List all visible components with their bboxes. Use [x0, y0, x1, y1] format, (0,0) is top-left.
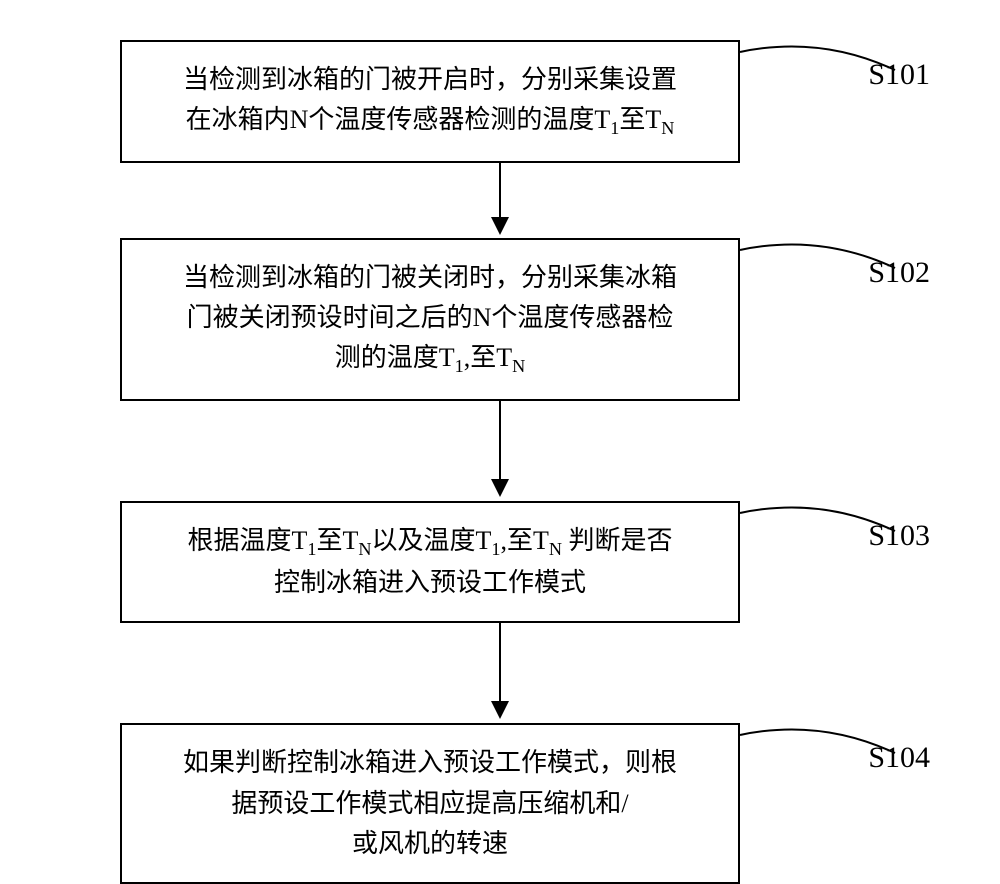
step-box-s104: 如果判断控制冰箱进入预设工作模式，则根 据预设工作模式相应提高压缩机和/ 或风机…: [120, 723, 740, 884]
s102-line2: 门被关闭预设时间之后的N个温度传感器检: [187, 303, 674, 332]
arrow-3: [70, 623, 930, 723]
flowchart-container: 当检测到冰箱的门被开启时，分别采集设置 在冰箱内N个温度传感器检测的温度T1至T…: [0, 40, 1000, 884]
arrow-1: [70, 163, 930, 238]
s103-l1e: 判断是否: [562, 526, 673, 555]
s102-line3a: 测的温度T: [335, 343, 455, 372]
s103-sub2: N: [358, 539, 371, 559]
step-box-s103: 根据温度T1至TN以及温度T1,至TN 判断是否 控制冰箱进入预设工作模式: [120, 501, 740, 624]
s101-sub1: 1: [610, 118, 619, 138]
s102-line1: 当检测到冰箱的门被关闭时，分别采集冰箱: [183, 263, 677, 292]
s102-sub2: N: [512, 356, 525, 376]
step-box-s101: 当检测到冰箱的门被开启时，分别采集设置 在冰箱内N个温度传感器检测的温度T1至T…: [120, 40, 740, 163]
label-s103: S103: [868, 519, 930, 553]
s101-sub2: N: [661, 118, 674, 138]
s103-l1c: 以及温度T: [371, 526, 491, 555]
s104-line3: 或风机的转速: [352, 829, 508, 858]
s103-l1d: ,至T: [500, 526, 548, 555]
label-s101: S101: [868, 58, 930, 92]
s101-line2a: 在冰箱内N个温度传感器检测的温度T: [186, 105, 611, 134]
label-s104: S104: [868, 741, 930, 775]
s101-line2b: 至T: [619, 105, 661, 134]
s103-l1b: 至T: [316, 526, 358, 555]
s102-line3b: ,至T: [464, 343, 512, 372]
s103-l1a: 根据温度T: [187, 526, 307, 555]
s103-line2: 控制冰箱进入预设工作模式: [274, 568, 586, 597]
arrow-2: [70, 401, 930, 501]
s101-line1: 当检测到冰箱的门被开启时，分别采集设置: [183, 65, 677, 94]
s104-line2: 据预设工作模式相应提高压缩机和/: [231, 789, 628, 818]
step-row-s104: 如果判断控制冰箱进入预设工作模式，则根 据预设工作模式相应提高压缩机和/ 或风机…: [0, 723, 1000, 884]
s104-line1: 如果判断控制冰箱进入预设工作模式，则根: [183, 748, 677, 777]
step-box-s102: 当检测到冰箱的门被关闭时，分别采集冰箱 门被关闭预设时间之后的N个温度传感器检 …: [120, 238, 740, 401]
step-row-s103: 根据温度T1至TN以及温度T1,至TN 判断是否 控制冰箱进入预设工作模式 S1…: [0, 501, 1000, 624]
s103-sub4: N: [549, 539, 562, 559]
step-row-s101: 当检测到冰箱的门被开启时，分别采集设置 在冰箱内N个温度传感器检测的温度T1至T…: [0, 40, 1000, 163]
label-s102: S102: [868, 256, 930, 290]
step-row-s102: 当检测到冰箱的门被关闭时，分别采集冰箱 门被关闭预设时间之后的N个温度传感器检 …: [0, 238, 1000, 401]
s102-sub1: 1: [455, 356, 464, 376]
